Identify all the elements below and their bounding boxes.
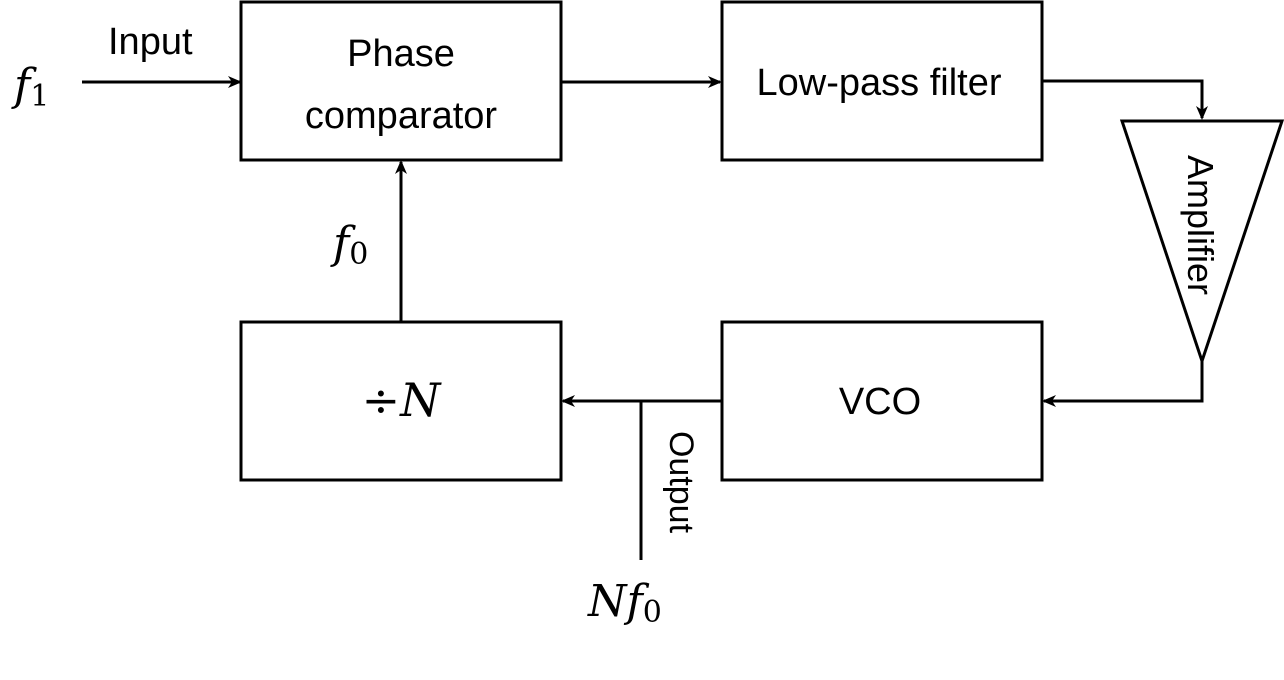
filter-to-amplifier-arrow <box>1042 79 1208 120</box>
phase-comparator-label-line1: Phase <box>347 33 455 75</box>
input-frequency-label: f1 <box>11 60 49 114</box>
input-label: Input <box>108 21 193 63</box>
low-pass-filter-label: Low-pass filter <box>757 62 1002 104</box>
amplifier-to-vco-arrow <box>1042 361 1204 407</box>
output-label: Output <box>662 431 700 534</box>
phase-comparator-label-line2: comparator <box>305 95 498 137</box>
amplifier-label: Amplifier <box>1180 155 1221 295</box>
low-pass-filter-box <box>720 0 1044 162</box>
vco-box <box>720 320 1044 482</box>
divider-label: ÷N <box>362 373 443 427</box>
output-frequency-label: Nf0 <box>587 576 662 630</box>
vco-label: VCO <box>839 381 921 423</box>
amplifier-triangle <box>1119 119 1284 366</box>
feedback-frequency-label: f0 <box>330 218 368 272</box>
